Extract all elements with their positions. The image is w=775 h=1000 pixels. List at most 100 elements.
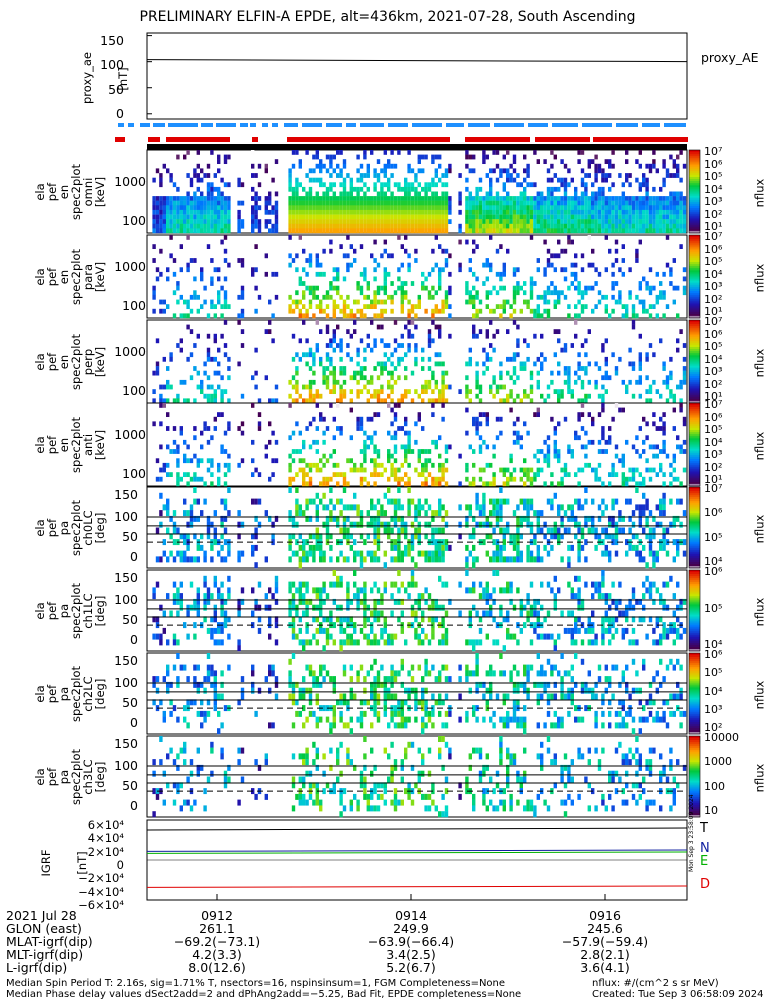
spectrogram-cell (560, 182, 564, 188)
spectrogram-cell (468, 398, 472, 404)
spectrogram-cell (584, 430, 588, 436)
spectrogram-cell (305, 150, 309, 155)
spectrogram-cell (472, 313, 476, 319)
spectrogram-cell (186, 610, 190, 617)
spectrogram-cell (570, 639, 574, 646)
spectrogram-cell (217, 196, 221, 201)
spectrogram-cell (465, 393, 469, 399)
spectrogram-cell (591, 610, 595, 617)
spectrogram-cell (492, 393, 496, 399)
spectrogram-cell (669, 271, 673, 277)
spectrogram-cell (502, 304, 506, 310)
spectrogram-cell (336, 379, 340, 385)
spectrogram-cell (587, 219, 591, 225)
spectrogram-cell (444, 182, 449, 188)
spectrogram-cell (625, 627, 629, 634)
spectrogram-cell (417, 304, 421, 310)
spectrogram-cell (557, 527, 561, 534)
spectrogram-cell (614, 472, 619, 478)
spectrogram-cell (274, 622, 279, 629)
spectrogram-cell (305, 481, 309, 487)
spectrogram-cell (563, 214, 568, 220)
spectrogram-cell (608, 173, 612, 178)
spectrogram-cell (203, 550, 207, 557)
spectrogram-cell (441, 476, 445, 482)
spectrogram-cell (536, 598, 540, 605)
spectrogram-cell (179, 209, 183, 215)
spectrogram-cell (642, 616, 646, 623)
spectrogram-cell (611, 352, 615, 358)
colorbar-cell (689, 307, 700, 311)
spectrogram-cell (434, 173, 438, 178)
spectrogram-cell (359, 200, 364, 206)
spectrogram-cell (179, 581, 183, 588)
spectrogram-cell (431, 320, 435, 325)
spectrogram-cell (305, 338, 309, 344)
spectrogram-cell (302, 598, 306, 605)
spectrogram-cell (397, 515, 401, 522)
spectrogram-cell (529, 223, 534, 229)
spectrogram-cell (295, 209, 299, 215)
spectrogram-cell (458, 209, 462, 215)
colorbar-cell (689, 515, 700, 518)
spectrogram-cell (251, 214, 255, 220)
spectrogram-cell (475, 610, 479, 617)
spectrogram-cell (601, 403, 605, 408)
spectrogram-cell (373, 481, 377, 487)
spectrogram-cell (210, 304, 214, 310)
spectrogram-cell (312, 550, 316, 557)
spectrogram-cell (536, 544, 540, 551)
spectrogram-cell (543, 290, 547, 296)
spectrogram-cell (206, 196, 211, 201)
spectrogram-cell (444, 214, 449, 220)
spectrogram-cell (540, 366, 544, 371)
spectrogram-cell (529, 290, 534, 296)
spectrogram-cell (349, 209, 353, 215)
spectrogram-cell (193, 556, 197, 563)
spectrogram-cell (570, 205, 574, 211)
spectrogram-cell (366, 294, 370, 300)
spectrogram-cell (679, 329, 683, 335)
spectrogram-cell (308, 544, 313, 551)
spectrogram-cell (529, 219, 534, 225)
spectrogram-cell (308, 205, 313, 211)
spectrogram-cell (478, 228, 483, 234)
spectrogram-cell (604, 200, 608, 206)
spectrogram-cell (390, 191, 394, 197)
spectrogram-cell (291, 521, 296, 528)
spectrogram-cell (302, 544, 306, 551)
spectrogram-cell (441, 616, 445, 623)
spectrogram-cell (526, 209, 530, 215)
spectrogram-cell (404, 481, 408, 487)
spectrogram-cell (291, 604, 296, 611)
spectrogram-cell (353, 209, 357, 215)
spectrogram-cell (370, 639, 374, 646)
spectrogram-cell (186, 556, 190, 563)
spectrogram-cell (189, 504, 194, 511)
spectrogram-cell (393, 196, 398, 201)
spectrogram-cell (553, 304, 557, 310)
spectrogram-cell (380, 299, 384, 305)
spectrogram-cell (560, 248, 564, 254)
spectrogram-cell (441, 361, 445, 367)
spectrogram-cell (529, 498, 534, 505)
spectrogram-cell (315, 462, 319, 468)
spectrogram-cell (523, 338, 527, 344)
spectrogram-cell (516, 182, 520, 188)
spectrogram-cell (169, 533, 173, 540)
spectrogram-cell (438, 435, 442, 441)
spectrogram-cell (512, 379, 517, 385)
spectrogram-cell (393, 430, 398, 436)
spectrogram-cell (577, 412, 581, 418)
spectrogram-cell (342, 370, 347, 376)
spectrogram-cell (631, 214, 636, 220)
spectrogram-cell (393, 223, 398, 229)
spectrogram-cell (383, 616, 387, 623)
spectrogram-cell (625, 177, 629, 183)
spectrogram-cell (645, 458, 649, 464)
spectrogram-cell (298, 196, 302, 201)
spectrogram-cell (638, 366, 642, 371)
spectrogram-cell (563, 205, 568, 211)
spectrogram-cell (516, 587, 520, 594)
spectrogram-cell (346, 481, 350, 487)
